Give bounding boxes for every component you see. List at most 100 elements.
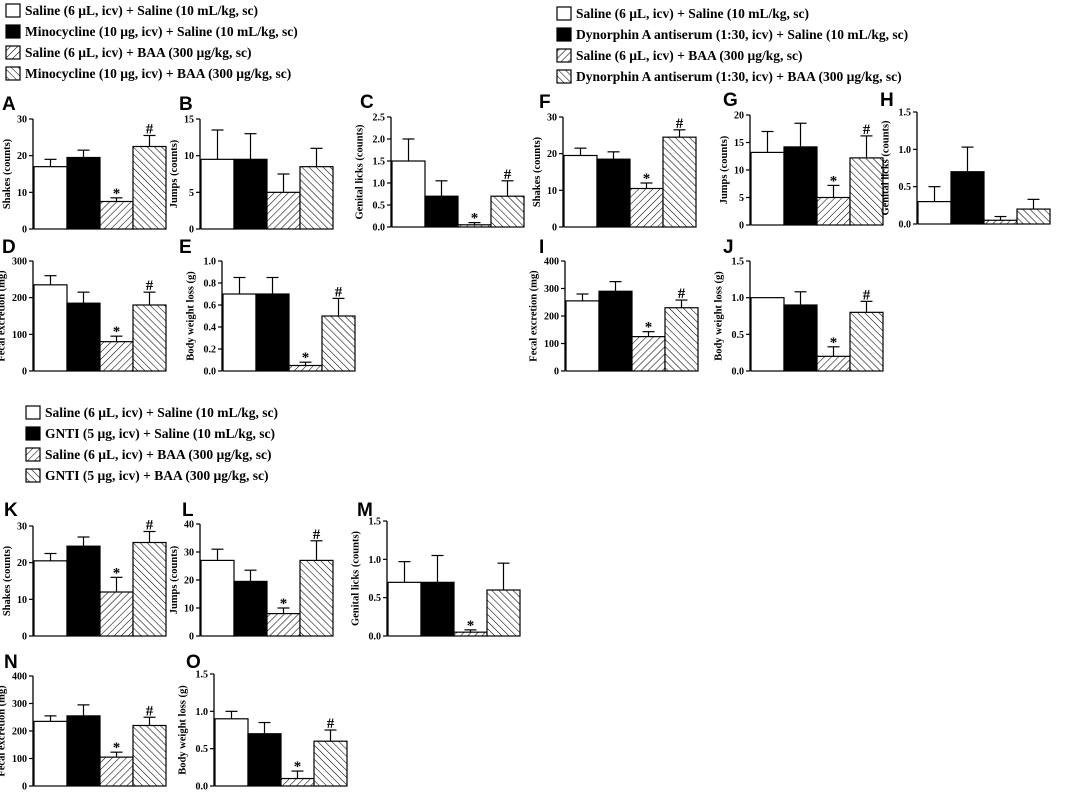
y-tick-label: 0.8 (204, 279, 217, 290)
y-axis-label: Genital licks (counts) (351, 530, 362, 626)
bar (631, 336, 666, 372)
bar (662, 136, 697, 228)
bar (490, 195, 525, 228)
bar (598, 290, 633, 372)
y-tick-label: 10 (17, 188, 27, 199)
y-tick-label: 0 (22, 367, 27, 378)
y-tick-label: 1.5 (196, 670, 209, 681)
legend-label: Saline (6 µL, icv) + BAA (300 µg/kg, sc) (576, 48, 803, 63)
bar (563, 154, 598, 228)
bar (266, 191, 301, 230)
significance-star: * (830, 335, 838, 351)
bar (132, 304, 167, 372)
legend-swatch (5, 66, 21, 81)
bar (222, 293, 257, 372)
bar (214, 718, 249, 787)
legend-label: Dynorphin A antiserum (1:30, icv) + Sali… (576, 27, 908, 42)
bar (132, 145, 167, 230)
y-tick-label: 0 (189, 632, 194, 643)
panels: A 0 10 20 30 Shakes (counts) * # B 0 5 10 15 Jumps (c… (0, 90, 1051, 792)
y-tick-label: 0.5 (196, 744, 209, 755)
legend-leg2: Saline (6 µL, icv) + Saline (10 mL/kg, s… (556, 6, 908, 84)
y-tick-label: 400 (12, 672, 27, 683)
bar (387, 581, 422, 637)
legend-swatch (556, 48, 572, 63)
bar (983, 219, 1018, 225)
bar (99, 591, 134, 637)
bar (66, 302, 101, 372)
panel-label: I (539, 237, 544, 258)
y-tick-label: 0.5 (899, 182, 912, 193)
y-tick-label: 0 (189, 225, 194, 236)
legend-label: Saline (6 µL, icv) + Saline (10 mL/kg, s… (45, 405, 278, 420)
panel-label: G (723, 90, 738, 111)
legend-swatch (5, 3, 21, 18)
significance-hash: # (313, 527, 321, 543)
panel-label: H (880, 90, 894, 111)
significance-hash: # (146, 518, 154, 534)
significance-star: * (302, 350, 310, 366)
bar (33, 560, 68, 637)
y-tick-label: 0 (554, 367, 559, 378)
panel-A: A 0 10 20 30 Shakes (counts) * # (2, 94, 167, 236)
bar (299, 559, 334, 637)
panel-I: I 0 100 200 300 400 Fecal excretion (mg) * # (529, 237, 699, 378)
y-axis-label: Genital licks (counts) (881, 120, 892, 216)
bar (66, 715, 101, 787)
bar (917, 201, 952, 225)
y-axis-label: Genital licks (counts) (355, 124, 366, 220)
bar (783, 146, 818, 226)
y-tick-label: 20 (734, 111, 744, 122)
y-tick-label: 400 (544, 257, 559, 268)
legend-label: Saline (6 µL, icv) + BAA (300 µg/kg, sc) (25, 45, 252, 60)
bar (486, 589, 521, 637)
y-tick-label: 1.5 (732, 257, 745, 268)
y-tick-label: 1.0 (732, 293, 745, 304)
y-tick-label: 10 (734, 166, 744, 177)
y-tick-label: 1.0 (196, 707, 209, 718)
y-tick-label: 0 (22, 225, 27, 236)
y-tick-label: 20 (17, 558, 27, 569)
bar (132, 724, 167, 787)
significance-star: * (830, 173, 838, 189)
significance-star: * (294, 759, 302, 775)
significance-star: * (113, 740, 121, 756)
y-axis-label: Fecal excretion (mg) (0, 685, 8, 777)
y-tick-label: 1.0 (899, 145, 912, 156)
significance-star: * (113, 324, 121, 340)
bar (849, 311, 884, 372)
panel-label: B (179, 94, 193, 115)
bar (629, 187, 664, 228)
legend-leg3: Saline (6 µL, icv) + Saline (10 mL/kg, s… (25, 405, 278, 483)
bar (565, 300, 600, 372)
y-tick-label: 0.5 (373, 201, 386, 212)
panel-label: F (539, 92, 551, 113)
panel-label: O (186, 652, 201, 673)
y-tick-label: 0.0 (204, 367, 217, 378)
legend-label: Dynorphin A antiserum (1:30, icv) + BAA … (576, 69, 902, 84)
y-tick-label: 200 (12, 727, 27, 738)
bar (233, 580, 268, 637)
y-tick-label: 1.5 (369, 517, 382, 528)
y-axis-label: Jumps (counts) (169, 139, 180, 208)
bar (391, 160, 426, 228)
significance-hash: # (676, 116, 684, 132)
y-tick-label: 0.0 (732, 367, 745, 378)
panel-label: L (182, 500, 194, 521)
legend-swatch (25, 426, 41, 441)
panel-J: J 0.0 0.5 1.0 1.5 Body weight loss (g) * # (714, 237, 884, 378)
bar (255, 293, 290, 372)
y-tick-label: 300 (12, 257, 27, 268)
y-tick-label: 40 (184, 520, 194, 531)
legend-label: Saline (6 µL, icv) + BAA (300 µg/kg, sc) (45, 447, 272, 462)
legend-swatch (25, 447, 41, 462)
panel-label: M (357, 500, 373, 521)
panel-C: C 0.0 0.5 1.0 1.5 2.0 2.5 Genital licks (counts… (355, 92, 525, 234)
legend-swatch (5, 45, 21, 60)
y-axis-label: Body weight loss (g) (186, 271, 197, 361)
bar (1016, 208, 1051, 225)
y-tick-label: 5 (739, 193, 744, 204)
bar (66, 156, 101, 230)
bar (99, 341, 134, 372)
legend-label: Minocycline (10 µg, icv) + BAA (300 µg/k… (25, 66, 291, 81)
